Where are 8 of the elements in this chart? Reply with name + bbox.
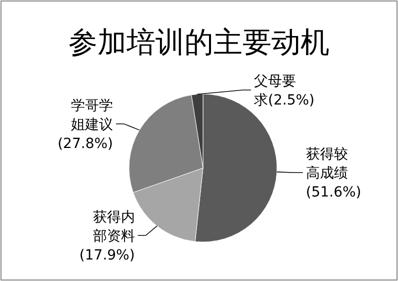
data-label: (17.9%) [79,247,135,264]
slice-label: 父母要求(2.5%) [254,74,314,108]
slice-label: 获得内部资料 [92,209,135,244]
data-label: (51.6%) [306,184,362,201]
slice-label: 学哥学姐建议 [71,98,114,133]
slice-label: 获得较高成绩 [306,146,348,182]
data-label: (27.8%) [58,136,114,152]
chart-title: 参加培训的主要动机 [68,25,330,59]
